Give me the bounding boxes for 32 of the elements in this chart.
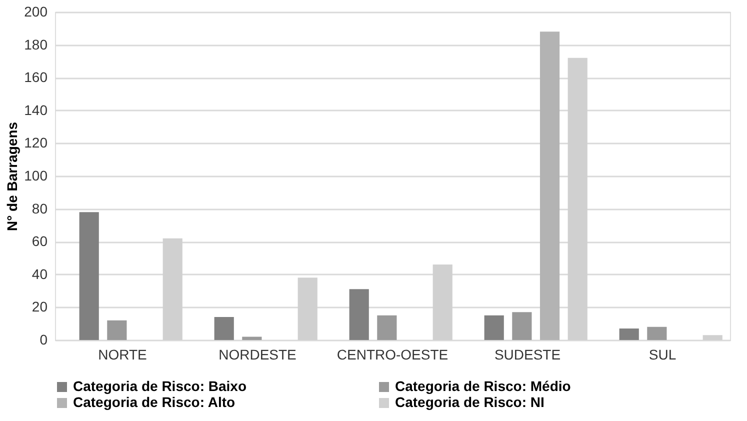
bar <box>540 32 560 340</box>
y-tick-label: 60 <box>32 233 48 250</box>
bar <box>647 326 667 340</box>
y-tick-label: 180 <box>24 36 48 52</box>
x-tick-label: NORTE <box>98 346 147 362</box>
x-tick-label: CENTRO-OESTE <box>336 346 448 362</box>
x-tick-label: NORDESTE <box>218 346 296 362</box>
y-tick-label: 80 <box>32 200 48 216</box>
y-tick-label: 20 <box>32 298 48 315</box>
bar <box>484 315 504 340</box>
bar <box>377 315 397 340</box>
x-tick-label: SUDESTE <box>494 346 561 362</box>
legend-label: Categoria de Risco: NI <box>395 394 544 410</box>
bar <box>512 312 532 340</box>
legend-label: Categoria de Risco: Médio <box>395 378 571 394</box>
y-tick-label: 160 <box>24 69 48 86</box>
y-axis-title: N° de Barragens <box>4 122 20 232</box>
bar <box>349 289 369 340</box>
y-tick-label: 100 <box>24 168 48 184</box>
y-tick-label: 40 <box>32 266 48 282</box>
legend-label: Categoria de Risco: Baixo <box>73 378 246 394</box>
y-tick-label: 0 <box>40 332 48 348</box>
bar <box>242 336 262 340</box>
y-tick-label: 200 <box>24 4 48 20</box>
bar <box>619 328 639 340</box>
legend-label: Categoria de Risco: Alto <box>73 394 236 410</box>
bar <box>107 320 127 340</box>
x-tick-label: SUL <box>648 346 676 362</box>
bar <box>79 212 99 340</box>
y-tick-label: 140 <box>24 102 48 118</box>
y-tick-label: 120 <box>24 134 48 151</box>
bar <box>214 317 234 340</box>
